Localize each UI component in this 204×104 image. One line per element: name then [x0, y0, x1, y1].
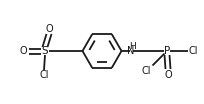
- Text: N: N: [126, 46, 134, 56]
- Text: P: P: [163, 46, 169, 56]
- Text: Cl: Cl: [39, 69, 49, 79]
- Text: O: O: [20, 46, 27, 56]
- Text: S: S: [41, 46, 48, 56]
- Text: O: O: [163, 69, 171, 79]
- Text: O: O: [45, 24, 53, 34]
- Text: Cl: Cl: [187, 46, 197, 56]
- Text: Cl: Cl: [141, 66, 151, 76]
- Text: H: H: [128, 42, 135, 51]
